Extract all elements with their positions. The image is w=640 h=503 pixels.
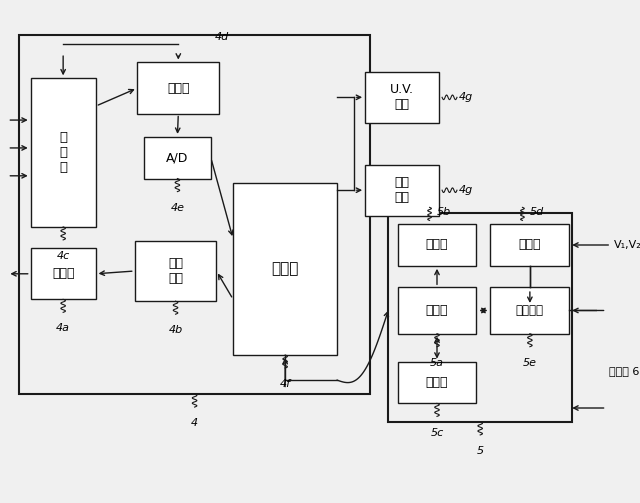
Bar	[138, 62, 219, 114]
Text: 4a: 4a	[56, 323, 70, 333]
Text: 制御部: 制御部	[271, 262, 299, 277]
Bar	[144, 137, 211, 179]
Text: 入出力部: 入出力部	[516, 304, 544, 317]
Bar	[134, 241, 216, 301]
Text: 4g: 4g	[459, 185, 473, 195]
Text: 設定部: 設定部	[518, 238, 541, 252]
Bar	[397, 224, 476, 266]
Text: 4e: 4e	[170, 203, 184, 213]
Text: V₁,V₂: V₁,V₂	[614, 240, 640, 250]
Text: 操作部 6: 操作部 6	[609, 366, 639, 376]
Text: 4: 4	[191, 418, 198, 428]
Text: 4f: 4f	[280, 379, 291, 389]
Text: A/D: A/D	[166, 151, 189, 164]
Bar	[397, 287, 476, 333]
Text: 5e: 5e	[523, 358, 537, 368]
Text: 検出
表示: 検出 表示	[395, 176, 410, 204]
Bar	[19, 35, 370, 394]
Text: 投光部: 投光部	[52, 267, 74, 280]
Bar	[31, 78, 95, 227]
Text: 5d: 5d	[530, 207, 544, 217]
Text: 受
光
部: 受 光 部	[59, 131, 67, 174]
Bar	[490, 224, 570, 266]
Text: 記憶部: 記憶部	[426, 376, 448, 389]
Bar	[388, 213, 572, 422]
Bar	[490, 287, 570, 333]
Text: 4c: 4c	[56, 251, 70, 261]
Text: U.V.
表示: U.V. 表示	[390, 83, 414, 111]
Text: 4g: 4g	[459, 93, 473, 102]
Bar	[365, 164, 439, 216]
Bar	[31, 248, 95, 299]
Text: 表示部: 表示部	[426, 238, 448, 252]
Bar	[397, 362, 476, 403]
Bar	[365, 72, 439, 123]
Text: 制御部: 制御部	[426, 304, 448, 317]
Text: 増幅部: 増幅部	[167, 81, 189, 95]
Text: 5b: 5b	[437, 207, 451, 217]
Text: 4b: 4b	[168, 325, 182, 336]
Text: 5: 5	[477, 446, 484, 456]
Text: 5c: 5c	[430, 428, 444, 438]
Text: 4d: 4d	[214, 32, 228, 42]
Text: 投光
処理: 投光 処理	[168, 257, 183, 285]
Text: 5a: 5a	[430, 358, 444, 368]
Bar	[233, 183, 337, 355]
